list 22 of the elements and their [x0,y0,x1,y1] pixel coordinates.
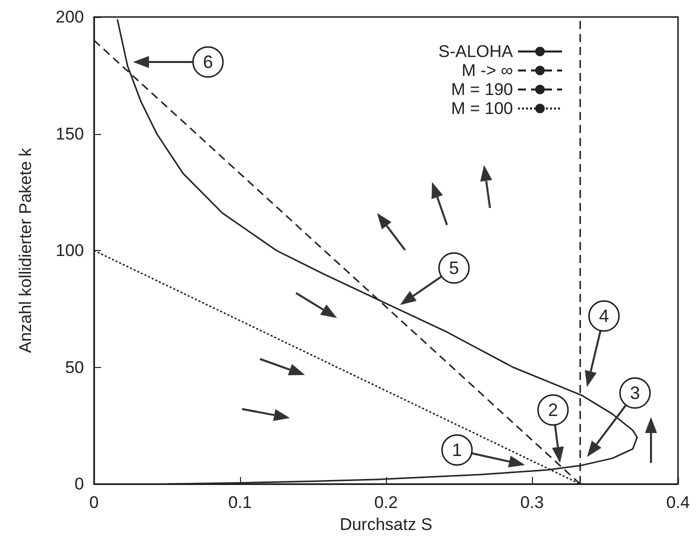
annotation: 3 [630,383,640,403]
y-tick-label: 50 [65,358,84,377]
annotation: 2 [548,400,558,420]
x-axis-title: Durchsatz S [340,514,432,534]
y-tick-label: 150 [56,124,84,144]
legend-label: M = 100 [451,99,513,118]
x-tick-label: 0 [89,493,99,512]
y-tick-label: 200 [56,8,84,26]
x-tick-label: 0.1 [228,493,252,512]
legend-label: M = 190 [451,80,513,99]
x-tick-label: 0.2 [374,493,398,512]
y-axis-title: Anzahl kollidierter Pakete k [16,147,35,354]
annotation: 5 [448,258,460,278]
legend-label: S-ALOHA [438,42,514,61]
annotation: 1 [452,440,462,460]
legend-label: M -> ∞ [462,61,513,80]
x-tick-label: 0.3 [520,493,544,512]
x-tick-label: 0.4 [666,493,690,512]
y-tick-label: 100 [56,241,84,260]
annotation: 4 [598,306,610,326]
y-tick-label: 0 [74,474,84,494]
annotation: 6 [202,52,214,72]
